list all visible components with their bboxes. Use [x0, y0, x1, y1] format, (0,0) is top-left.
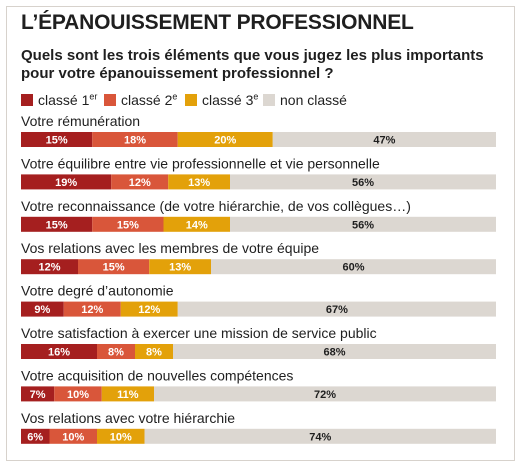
bar-value-label: 12% [138, 304, 160, 316]
bar-segment [173, 344, 496, 359]
bar-segment [21, 174, 112, 190]
bar-segment [21, 428, 50, 444]
bar-value-label: 11% [117, 389, 139, 401]
bar-value-label: 14% [186, 219, 208, 231]
bar-segment [63, 301, 121, 317]
bar-segment [21, 132, 93, 147]
stacked-bar-chart: Votre rémunération 15% 18% 20% 47% Votre équi… [21, 112, 496, 450]
legend-swatch-classe-3 [185, 94, 197, 106]
bar-value-label: 9% [34, 304, 50, 316]
category-label: Votre équilibre entre vie professionnell… [21, 155, 380, 171]
bar-value-label: 13% [188, 177, 210, 189]
bar-value-label: 20% [214, 135, 236, 147]
bar-segment [230, 174, 496, 190]
legend-item-classe-3: classé 3e [185, 91, 258, 109]
bar-value-label: 8% [146, 347, 162, 359]
bar-segment [120, 301, 178, 317]
category-label: Vos relations avec votre hiérarchie [21, 410, 235, 426]
bar-value-label: 16% [48, 347, 70, 359]
bar-segment [21, 259, 78, 275]
bar-value-label: 56% [352, 219, 374, 231]
bar-value-label: 15% [46, 219, 68, 231]
bar-value-label: 12% [129, 177, 151, 189]
bar-segment [49, 428, 97, 444]
bar-segment [101, 386, 154, 402]
bar-value-label: 47% [373, 135, 395, 147]
bar-segment [135, 344, 173, 359]
bar-value-label: 56% [352, 177, 374, 189]
bar-segment [177, 301, 496, 317]
legend-item-non-classe: non classé [263, 91, 347, 109]
bar-value-label: 60% [342, 262, 364, 274]
category-label: Vos relations avec les membres de votre … [21, 240, 319, 256]
category-label: Votre degré d’autonomie [21, 283, 174, 299]
bar-value-label: 13% [169, 262, 191, 274]
bar-value-label: 15% [46, 135, 68, 147]
bar-segment [97, 428, 145, 444]
legend-item-classe-1: classé 1er [21, 91, 97, 109]
bar-value-label: 68% [323, 347, 345, 359]
bar-segment [230, 216, 496, 232]
bar-segment [54, 386, 102, 402]
bar-value-label: 10% [110, 431, 132, 443]
bar-segment [149, 259, 211, 275]
chart-frame [6, 6, 515, 461]
bar-value-label: 72% [314, 389, 336, 401]
category-label: Votre satisfaction à exercer une mission… [21, 325, 377, 341]
bar-segment [21, 301, 64, 317]
bar-segment [177, 132, 273, 147]
chart-subtitle: Quels sont les trois éléments que vous j… [21, 47, 484, 82]
legend-label-classe-2: classé 2e [121, 91, 178, 108]
bar-value-label: 6% [27, 431, 43, 443]
legend-label-classe-3: classé 3e [202, 91, 259, 108]
category-label: Votre reconnaissance (de votre hiérarchi… [21, 198, 411, 214]
legend-swatch-classe-2 [104, 94, 116, 106]
bar-segment [211, 259, 496, 275]
bar-value-label: 67% [326, 304, 348, 316]
bar-segment [272, 132, 496, 147]
bar-value-label: 74% [309, 431, 331, 443]
bar-value-label: 12% [81, 304, 103, 316]
bar-value-label: 15% [103, 262, 125, 274]
category-label: Votre acquisition de nouvelles compétenc… [21, 367, 293, 383]
chart-title: L’ÉPANOUISSEMENT PROFESSIONNEL [21, 11, 414, 34]
legend-swatch-classe-1 [21, 94, 33, 106]
bar-segment [111, 174, 169, 190]
bar-segment [92, 216, 164, 232]
chart-svg: Votre rémunération 15% 18% 20% 47% Votre équi… [21, 113, 496, 444]
bar-segment [97, 344, 135, 359]
bar-value-label: 15% [117, 219, 139, 231]
category-label: Votre rémunération [21, 113, 140, 129]
bar-value-label: 10% [67, 389, 89, 401]
bar-value-label: 19% [55, 177, 77, 189]
bar-value-label: 10% [62, 431, 84, 443]
bar-value-label: 8% [108, 347, 124, 359]
legend-swatch-non-classe [263, 94, 275, 106]
chart-legend: classé 1er classé 2e classé 3e non class… [21, 91, 491, 109]
bar-value-label: 7% [30, 389, 46, 401]
legend-label-non-classe: non classé [280, 92, 347, 108]
bar-segment [21, 216, 93, 232]
bar-value-label: 18% [124, 135, 146, 147]
legend-item-classe-2: classé 2e [104, 91, 177, 109]
legend-label-classe-1: classé 1er [38, 91, 98, 108]
bar-segment [144, 428, 496, 444]
bar-value-label: 12% [38, 262, 60, 274]
bar-segment [154, 386, 496, 402]
bar-segment [78, 259, 150, 275]
bar-segment [92, 132, 178, 147]
bar-segment [21, 386, 55, 402]
bar-segment [21, 344, 97, 359]
bar-segment [163, 216, 230, 232]
bar-segment [168, 174, 230, 190]
